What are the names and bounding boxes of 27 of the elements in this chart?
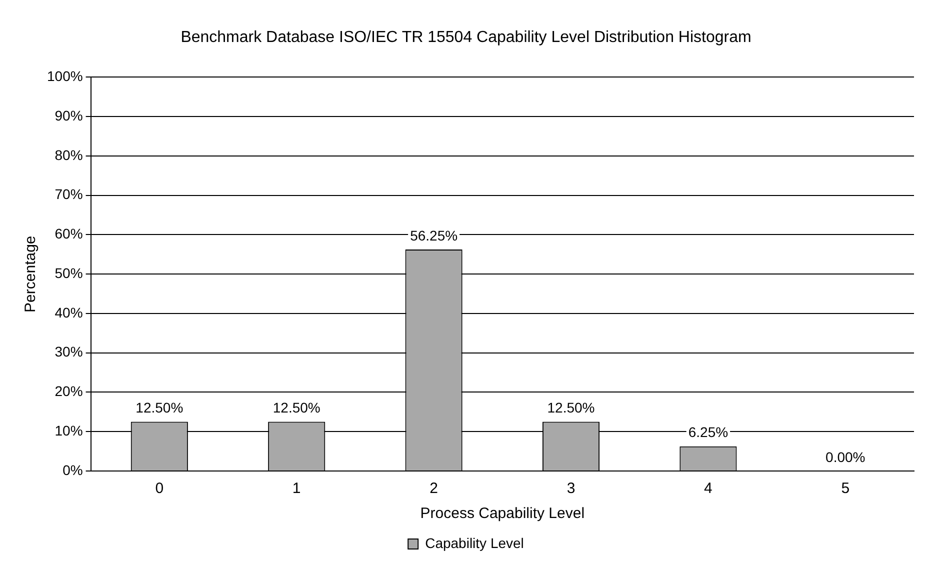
x-axis-title: Process Capability Level — [420, 505, 585, 522]
data-label: 12.50% — [272, 400, 320, 416]
y-tick-label: 30% — [54, 344, 83, 360]
data-label: 12.50% — [547, 400, 595, 416]
x-tick-label: 1 — [292, 480, 301, 498]
data-label: 12.50% — [136, 400, 184, 416]
y-tick-label: 10% — [54, 422, 83, 438]
data-label: 56.25% — [410, 227, 458, 244]
y-tick-label: 70% — [54, 186, 83, 202]
x-tick-label: 5 — [841, 480, 850, 498]
data-label: 0.00% — [826, 448, 866, 465]
y-tick-label: 90% — [54, 107, 83, 124]
y-tick-label: 40% — [54, 304, 83, 320]
y-tick-label: 50% — [54, 264, 83, 281]
data-label: 6.25% — [688, 424, 728, 440]
legend-label: Capability Level — [425, 534, 524, 551]
y-tick-label: 20% — [54, 383, 83, 400]
x-tick-label: 3 — [566, 480, 576, 498]
y-tick-label: 60% — [54, 226, 83, 242]
x-tick-label: 0 — [155, 480, 164, 498]
x-tick-label: 4 — [704, 480, 712, 498]
y-tick-label: 100% — [46, 68, 83, 84]
y-tick-label: 80% — [54, 146, 83, 163]
x-tick-label: 2 — [430, 480, 438, 498]
y-tick-label: 0% — [62, 462, 83, 478]
y-axis-title: Percentage — [22, 236, 40, 312]
chart-title: Benchmark Database ISO/IEC TR 15504 Capability Level Distribution Histogram — [180, 29, 752, 46]
